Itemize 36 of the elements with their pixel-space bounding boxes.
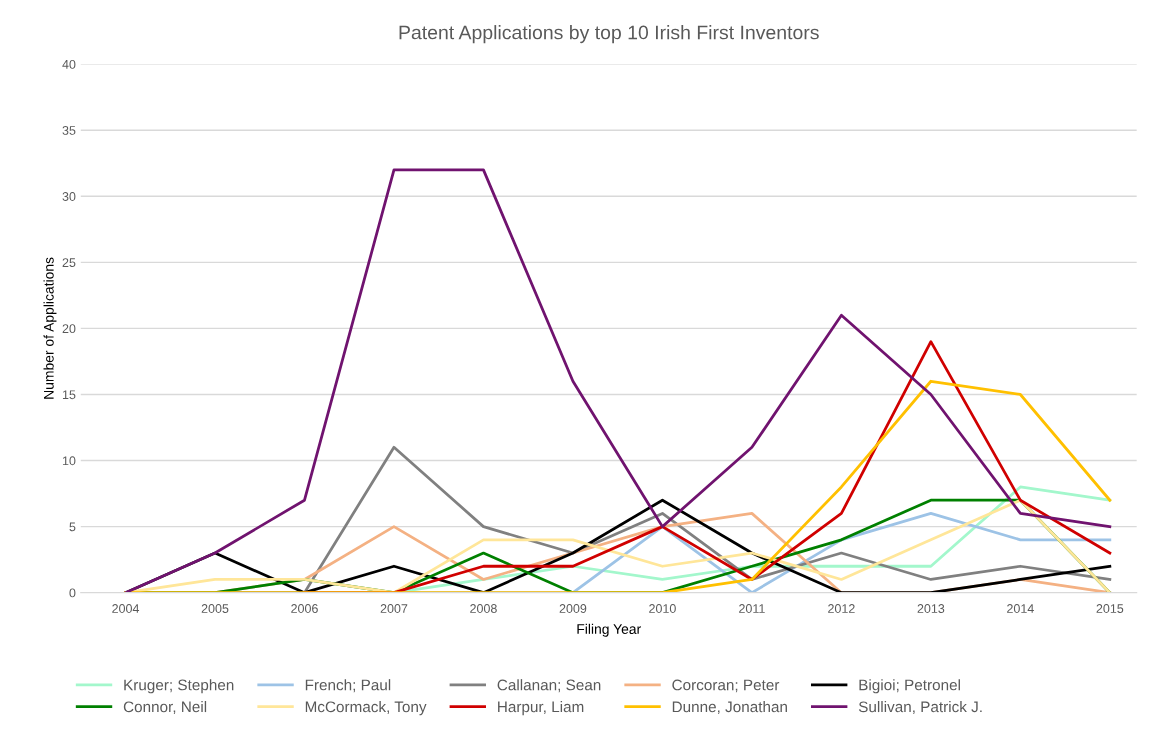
legend-label: Dunne, Jonathan <box>672 701 787 715</box>
x-tick-label: 2013 <box>917 604 945 613</box>
x-tick-label: 2005 <box>201 604 229 613</box>
y-tick-label: 35 <box>62 126 76 135</box>
legend-label: Corcoran; Peter <box>672 679 780 693</box>
line-series <box>124 168 1112 593</box>
x-tick-label: 2011 <box>739 604 765 613</box>
y-axis-title: Number of Applications <box>43 257 57 399</box>
x-tick-label: 2009 <box>559 604 587 613</box>
legend-label: Bigioi; Petronel <box>859 679 960 694</box>
legend-label: Kruger; Stephen <box>124 679 234 694</box>
x-tick-label: 2014 <box>1007 604 1034 613</box>
x-tick-label: 2015 <box>1096 604 1124 613</box>
y-tick-label: 25 <box>62 258 76 267</box>
y-tick-label: 5 <box>69 522 76 532</box>
legend-label: Callanan; Sean <box>497 679 601 693</box>
y-tick-label: 0 <box>69 588 76 598</box>
legend-label: Connor, Neil <box>123 701 207 715</box>
y-tick-label: 40 <box>62 59 76 69</box>
legend-label: Sullivan, Patrick J. <box>858 701 982 715</box>
x-tick-label: 2006 <box>291 604 318 613</box>
x-axis-title: Filing Year <box>577 623 641 637</box>
chart-title: Patent Applications by top 10 Irish First Inventors <box>399 25 819 44</box>
x-tick-label: 2012 <box>828 604 855 613</box>
legend-label: French; Paul <box>305 679 391 693</box>
x-tick-label: 2004 <box>112 604 140 613</box>
x-tick-label: 2010 <box>649 604 676 613</box>
x-tick-label: 2008 <box>470 604 497 613</box>
x-tick-label: 2007 <box>380 604 408 613</box>
y-tick-label: 30 <box>62 192 76 201</box>
legend-label: Harpur, Liam <box>498 701 584 716</box>
legend-label: McCormack, Tony <box>305 701 427 716</box>
y-tick-label: 20 <box>62 324 76 334</box>
y-tick-label: 10 <box>62 456 76 466</box>
line-series <box>124 379 1112 593</box>
y-tick-label: 15 <box>62 390 76 400</box>
